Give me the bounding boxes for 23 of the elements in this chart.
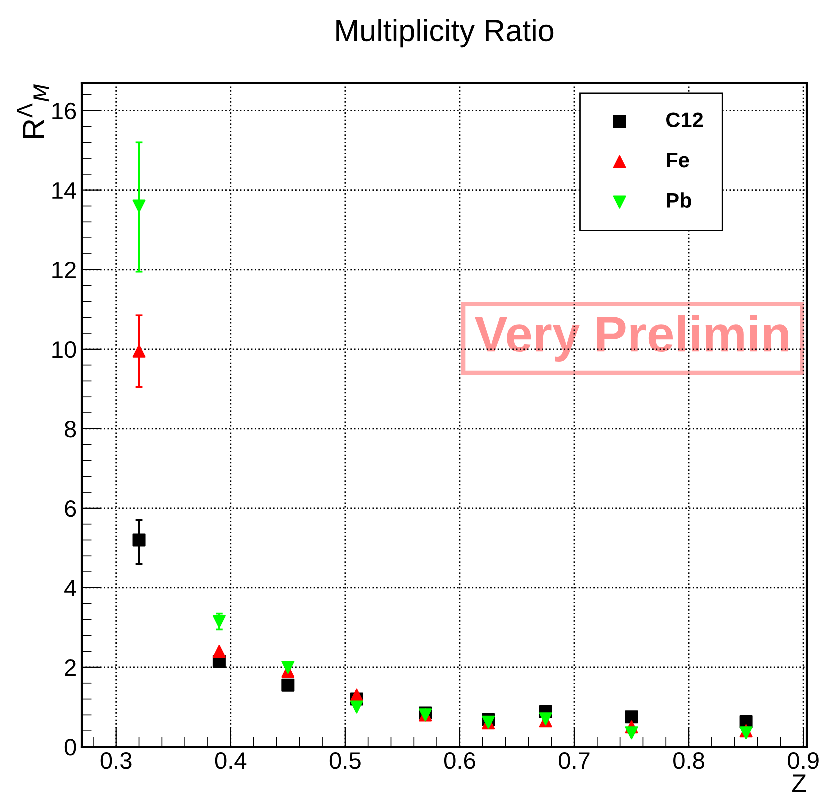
x-axis-title: Z [792, 774, 806, 792]
x-tick-label: 0.6 [444, 752, 476, 770]
y-tick-label: 2 [65, 660, 76, 676]
x-tick-label: 0.5 [330, 752, 361, 770]
y-tick-label: 8 [65, 420, 76, 438]
y-tick-label: 10 [52, 341, 76, 358]
x-tick-label: 0.9 [788, 752, 819, 770]
x-tick-label: 0.7 [559, 752, 590, 770]
legend-label: C12 [666, 112, 704, 128]
legend-label: Pb [667, 192, 692, 208]
y-tick-label: 4 [64, 580, 76, 597]
annotation: Very Prelimin [474, 315, 788, 362]
y-tick-label: 16 [52, 102, 76, 120]
y-tick-label: 14 [52, 182, 76, 199]
legend-label: Fe [667, 153, 690, 168]
x-tick-label: 0.3 [100, 752, 132, 770]
y-tick-label: 0 [64, 739, 76, 756]
x-tick-label: 0.4 [215, 752, 247, 770]
chart-title: Multiplicity Ratio [336, 19, 554, 48]
y-axis-title: R$^{Λ}$$_{M}$ [17, 84, 50, 138]
x-tick-label: 0.8 [674, 752, 704, 770]
y-tick-label: 12 [52, 262, 76, 278]
y-tick-label: 6 [65, 500, 76, 518]
